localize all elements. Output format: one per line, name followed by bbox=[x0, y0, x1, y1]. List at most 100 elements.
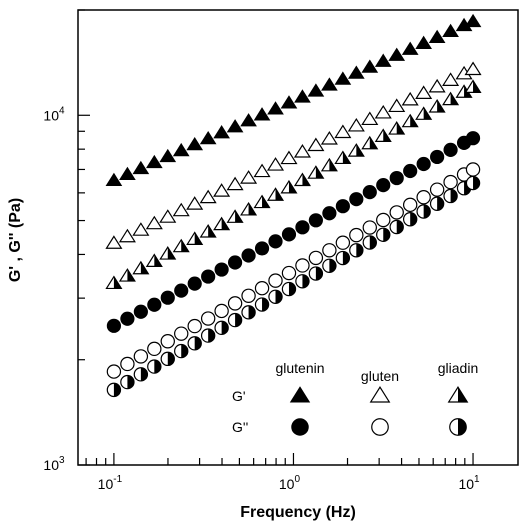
data-point bbox=[226, 176, 244, 191]
data-point bbox=[322, 206, 337, 221]
x-tick-label: 101 bbox=[458, 474, 480, 492]
data-point bbox=[253, 163, 271, 178]
data-point bbox=[443, 174, 458, 190]
data-point bbox=[214, 262, 229, 277]
data-point bbox=[106, 382, 122, 398]
data-point bbox=[172, 202, 190, 217]
data-point bbox=[416, 190, 431, 205]
data-point bbox=[320, 131, 338, 145]
legend-marker bbox=[449, 418, 467, 436]
data-point bbox=[362, 220, 377, 235]
data-point bbox=[443, 142, 458, 158]
data-point bbox=[416, 204, 431, 219]
data-point bbox=[429, 182, 445, 197]
data-point bbox=[428, 29, 446, 44]
data-point bbox=[374, 128, 392, 142]
data-point bbox=[307, 83, 325, 97]
data-point bbox=[442, 91, 460, 106]
series-gliadin-loss bbox=[106, 175, 481, 398]
data-point bbox=[295, 220, 310, 235]
legend-column-header: glutenin bbox=[275, 360, 324, 376]
data-point bbox=[307, 137, 325, 152]
legend-marker bbox=[289, 386, 311, 403]
data-point bbox=[199, 189, 217, 204]
data-point bbox=[293, 144, 311, 158]
data-point bbox=[119, 166, 136, 181]
data-point bbox=[159, 246, 177, 260]
data-point bbox=[159, 148, 177, 163]
data-point bbox=[118, 228, 136, 243]
data-point bbox=[307, 165, 325, 179]
data-point bbox=[361, 135, 379, 150]
data-point bbox=[226, 119, 244, 133]
data-point bbox=[347, 65, 365, 79]
data-point bbox=[213, 125, 230, 139]
legend-marker bbox=[369, 386, 391, 403]
data-point bbox=[428, 98, 446, 113]
data-point bbox=[213, 216, 231, 231]
data-point bbox=[389, 219, 404, 235]
data-point bbox=[320, 157, 338, 172]
data-point bbox=[268, 234, 283, 249]
y-tick-label: 104 bbox=[43, 105, 65, 123]
data-point bbox=[465, 162, 481, 177]
data-point bbox=[241, 248, 256, 263]
data-point bbox=[443, 188, 458, 204]
data-point bbox=[308, 266, 324, 281]
data-point bbox=[227, 312, 243, 328]
data-point bbox=[226, 209, 244, 223]
legend-marker bbox=[291, 418, 309, 436]
data-point bbox=[428, 78, 446, 93]
data-point bbox=[361, 59, 379, 73]
data-point bbox=[280, 179, 298, 194]
y-tick-label: 103 bbox=[43, 455, 65, 473]
data-point bbox=[120, 374, 135, 390]
data-point bbox=[442, 23, 459, 38]
data-point bbox=[254, 241, 270, 256]
data-point bbox=[160, 290, 175, 305]
data-point bbox=[160, 334, 175, 349]
x-tick-label: 10-1 bbox=[98, 474, 123, 492]
data-point bbox=[416, 156, 431, 172]
data-point bbox=[253, 194, 271, 209]
data-point bbox=[200, 328, 216, 343]
data-point bbox=[335, 199, 350, 214]
data-point bbox=[362, 185, 377, 200]
data-point bbox=[430, 149, 445, 165]
data-point bbox=[347, 117, 365, 132]
data-point bbox=[376, 177, 391, 193]
data-point bbox=[240, 113, 257, 127]
data-point bbox=[214, 320, 229, 336]
y-axis-label: G' , G'' (Pa) bbox=[7, 198, 24, 282]
data-point bbox=[187, 336, 202, 351]
data-point bbox=[186, 231, 204, 245]
data-point bbox=[199, 131, 217, 145]
data-point bbox=[172, 238, 190, 253]
data-point bbox=[120, 311, 135, 326]
data-point bbox=[241, 305, 256, 320]
data-point bbox=[160, 351, 175, 367]
data-point bbox=[402, 197, 418, 213]
data-point bbox=[133, 304, 148, 319]
data-point bbox=[403, 163, 418, 179]
data-point bbox=[376, 212, 391, 228]
data-point bbox=[334, 150, 352, 165]
data-point bbox=[442, 72, 460, 86]
data-point bbox=[321, 77, 338, 91]
data-point bbox=[388, 47, 406, 61]
data-point bbox=[402, 212, 418, 227]
data-point bbox=[349, 243, 364, 258]
data-point bbox=[214, 303, 229, 319]
data-point bbox=[349, 227, 364, 243]
data-point bbox=[334, 71, 352, 85]
data-point bbox=[241, 288, 256, 303]
data-point bbox=[349, 192, 364, 207]
plot-frame bbox=[77, 9, 519, 466]
data-point bbox=[132, 160, 150, 175]
data-point bbox=[186, 136, 204, 151]
data-point bbox=[415, 106, 433, 120]
legend-marker bbox=[371, 418, 389, 436]
data-point bbox=[281, 281, 297, 297]
x-tick-label: 100 bbox=[279, 474, 301, 492]
